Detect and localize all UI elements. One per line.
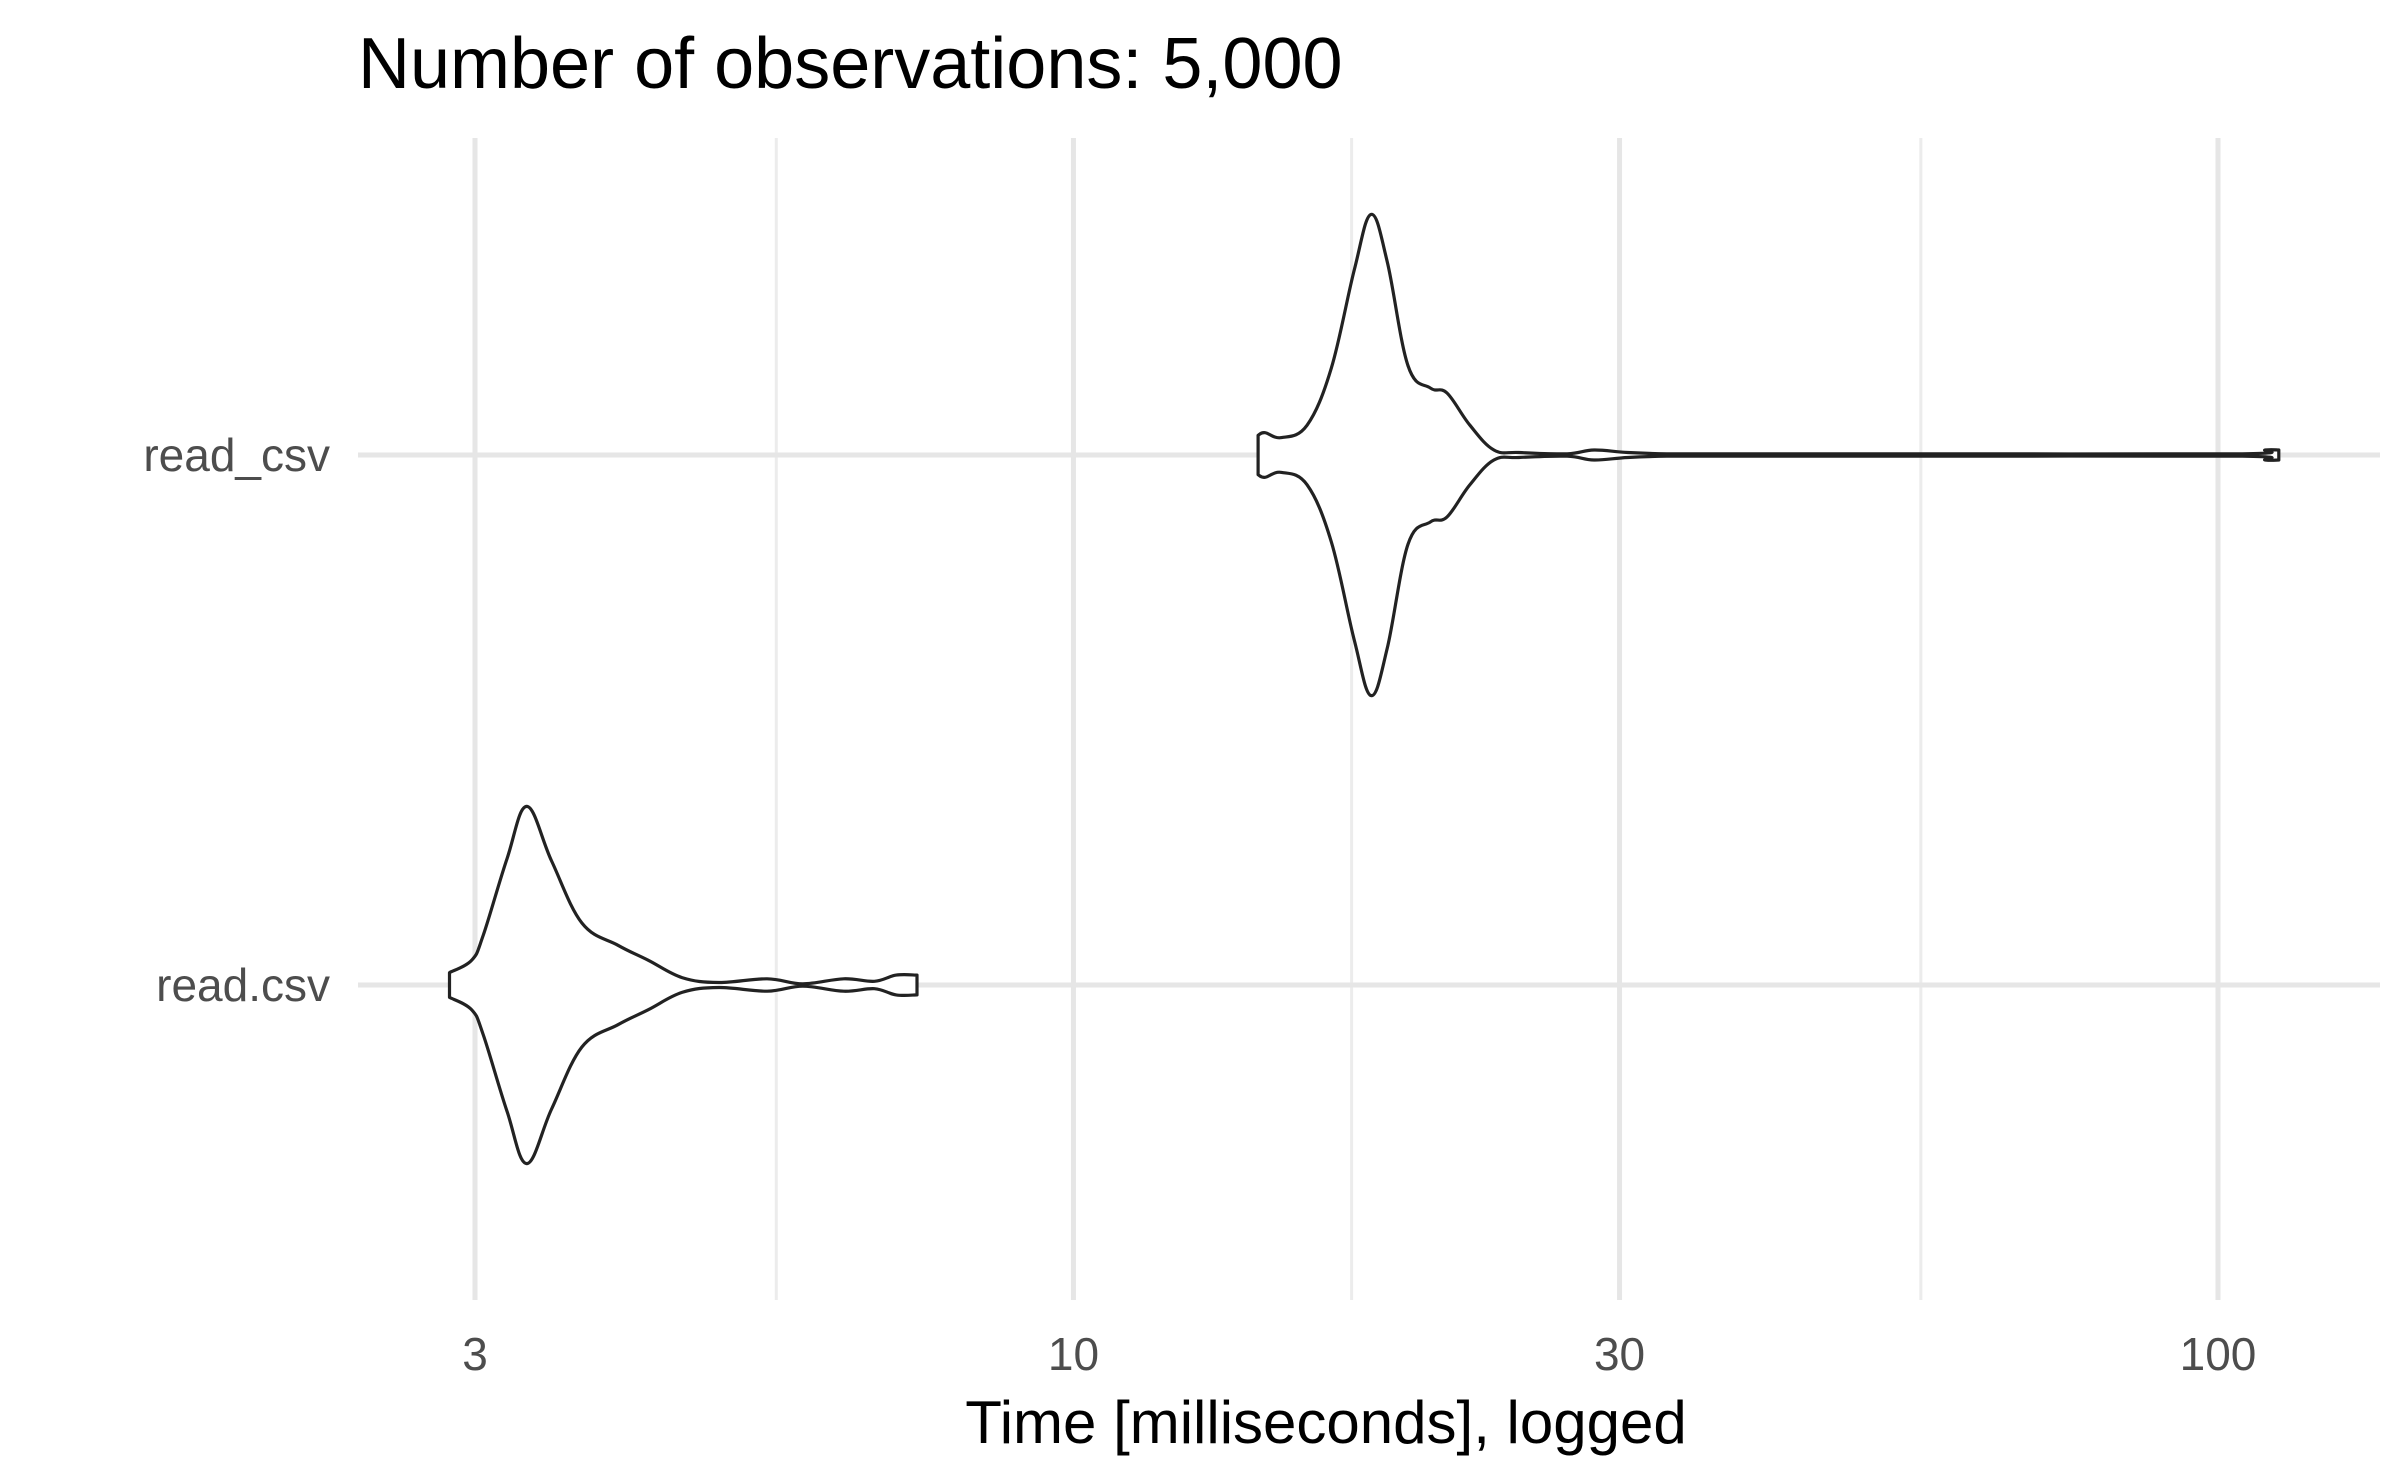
- violin-read-csv: [1256, 212, 2281, 698]
- x-tick-label: 100: [2180, 1328, 2257, 1380]
- x-axis-labels: 3 10 30 100: [462, 1328, 2256, 1380]
- chart-title: Number of observations: 5,000: [358, 24, 1343, 104]
- major-gridlines: [358, 138, 2380, 1300]
- x-tick-label: 30: [1594, 1328, 1645, 1380]
- violin-read-csv: [447, 804, 919, 1166]
- violin-layer: [447, 212, 2281, 1166]
- x-axis-title: Time [milliseconds], logged: [965, 1389, 1686, 1456]
- y-tick-label: read_csv: [143, 429, 330, 481]
- y-axis-labels: read_csv read.csv: [143, 429, 330, 1011]
- x-tick-label: 10: [1048, 1328, 1099, 1380]
- y-tick-label: read.csv: [156, 959, 330, 1011]
- x-tick-label: 3: [462, 1328, 488, 1380]
